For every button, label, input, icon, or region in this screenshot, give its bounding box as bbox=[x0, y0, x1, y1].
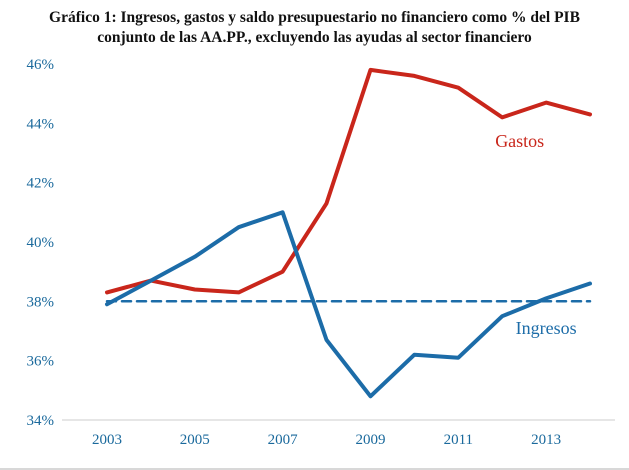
series-ingresos-line bbox=[105, 210, 592, 399]
x-tick-label: 2007 bbox=[268, 432, 299, 448]
series-label-ingresos: Ingresos bbox=[516, 318, 577, 338]
series-gastos-line bbox=[105, 67, 592, 295]
x-tick-label: 2003 bbox=[92, 432, 122, 448]
y-tick-label: 40% bbox=[27, 235, 55, 251]
y-tick-label: 36% bbox=[27, 354, 55, 370]
y-tick-label: 34% bbox=[27, 413, 55, 429]
chart-title: Gráfico 1: Ingresos, gastos y saldo pres… bbox=[49, 9, 580, 47]
y-tick-label: 38% bbox=[27, 294, 55, 310]
figure-bottom-divider bbox=[0, 468, 629, 470]
y-tick-label: 42% bbox=[27, 176, 55, 192]
x-tick-label: 2009 bbox=[356, 432, 386, 448]
line-chart-container: 34% 36% 38% 40% 42% 44% 46% 2003 2005 2007 2009 201… bbox=[0, 50, 629, 456]
x-tick-label: 2013 bbox=[531, 432, 561, 448]
series-label-gastos: Gastos bbox=[495, 131, 544, 151]
y-tick-label: 44% bbox=[27, 116, 55, 132]
x-tick-label: 2005 bbox=[180, 432, 210, 448]
y-tick-label: 46% bbox=[27, 57, 55, 73]
x-tick-label: 2011 bbox=[444, 432, 473, 448]
line-chart: 34% 36% 38% 40% 42% 44% 46% 2003 2005 2007 2009 201… bbox=[27, 57, 615, 448]
